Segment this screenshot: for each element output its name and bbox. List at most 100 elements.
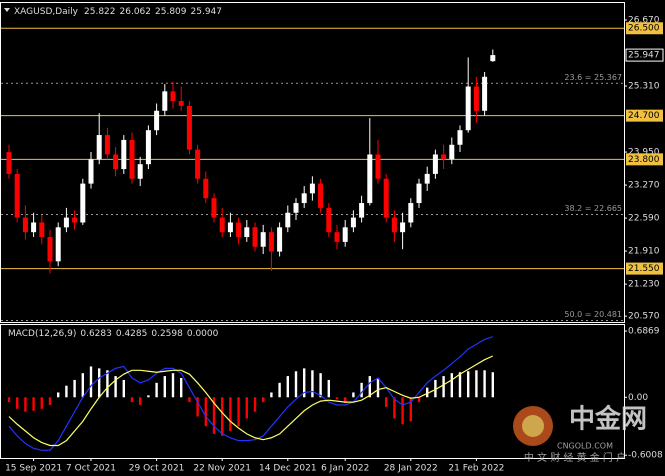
x-tick-label: 21 Feb 2022 xyxy=(448,464,504,474)
candle-body xyxy=(162,91,168,111)
candle-body xyxy=(252,227,258,247)
macd-bar xyxy=(229,397,232,432)
candle-body xyxy=(318,183,324,208)
macd-bar xyxy=(385,397,388,407)
chart-title: XAGUSD,Daily 25.822 26.062 25.809 25.947 xyxy=(14,7,222,17)
level-label: 23.800 xyxy=(628,155,660,165)
y-tick-label: 21.910 xyxy=(628,247,660,257)
level-label: 21.550 xyxy=(628,264,660,274)
candle-body xyxy=(277,227,283,252)
macd-bar xyxy=(434,379,437,398)
candle-body xyxy=(359,203,365,218)
candle-body xyxy=(326,207,332,233)
macd-bar xyxy=(57,392,60,398)
macd-bar xyxy=(163,376,166,398)
candle-body xyxy=(490,55,496,62)
candle-body xyxy=(301,193,307,204)
candle-body xyxy=(129,139,135,179)
candle-body xyxy=(145,130,151,165)
macd-bar xyxy=(393,397,396,419)
macd-name: MACD(12,26,9) xyxy=(8,329,76,339)
macd-bar xyxy=(368,376,371,398)
macd-bar xyxy=(73,379,76,398)
macd-y-tick-label: 0.6869 xyxy=(628,327,660,337)
macd-bar xyxy=(319,373,322,398)
logo-inner xyxy=(522,415,544,437)
macd-bar xyxy=(212,397,216,434)
x-tick-label: 28 Jan 2022 xyxy=(384,464,438,474)
macd-bar xyxy=(221,397,224,436)
candle-body xyxy=(14,173,20,218)
macd-bar xyxy=(344,397,347,404)
candle-body xyxy=(342,227,348,242)
macd-bar xyxy=(335,397,339,400)
candle-body xyxy=(268,232,274,252)
macd-bar xyxy=(237,397,240,427)
macd-bar xyxy=(196,397,199,417)
macd-bar xyxy=(81,373,84,398)
candle-body xyxy=(178,101,184,106)
candle-body xyxy=(55,227,61,262)
watermark-name: 中金网 xyxy=(569,404,647,435)
macd-bar xyxy=(426,387,429,398)
macd-bar xyxy=(171,373,175,398)
macd-bar xyxy=(180,378,183,398)
macd-bar xyxy=(65,385,68,398)
candle-body xyxy=(367,154,373,204)
macd-bar xyxy=(376,378,380,398)
macd-bar xyxy=(40,397,43,409)
macd-bar xyxy=(7,397,11,403)
macd-bar xyxy=(204,397,207,427)
candle-body xyxy=(186,105,192,150)
level-label-box xyxy=(626,153,663,166)
watermark: 中金网 CNGOLD.COM 中 文 财 经 黄 金 门 户 xyxy=(513,404,647,464)
macd-bar xyxy=(253,397,257,412)
macd-bar xyxy=(311,370,314,398)
candle-body xyxy=(154,110,160,131)
watermark-tagline: 中 文 财 经 黄 金 门 户 xyxy=(524,451,626,464)
candle-body xyxy=(391,217,397,233)
candle-body xyxy=(334,232,340,242)
candle-body xyxy=(88,159,94,184)
macd-bar xyxy=(106,370,109,398)
macd-bar xyxy=(24,397,27,412)
candle-body xyxy=(80,183,86,223)
x-tick-label: 7 Oct 2021 xyxy=(66,464,116,474)
y-tick-label: 26.670 xyxy=(628,15,660,25)
high-value: 26.062 xyxy=(120,7,152,17)
macd-signal-value: 0.4285 xyxy=(116,329,148,339)
x-tick-label: 14 Dec 2021 xyxy=(259,464,317,474)
candle-body xyxy=(72,217,78,223)
macd-bar xyxy=(89,366,93,398)
candle-body xyxy=(432,154,438,174)
candle-body xyxy=(104,135,110,155)
candle-body xyxy=(121,139,127,170)
candle-body xyxy=(47,237,53,262)
open-value: 25.822 xyxy=(84,7,116,17)
candle-body xyxy=(408,203,414,223)
macd-bar xyxy=(122,379,125,398)
macd-bar xyxy=(130,397,134,403)
macd-bar xyxy=(245,397,248,419)
macd-bar xyxy=(475,370,478,398)
fib-label: 23.6 = 25.367 xyxy=(564,73,622,82)
macd-bar xyxy=(32,397,35,411)
low-value: 25.809 xyxy=(155,7,187,17)
macd-bar xyxy=(188,397,191,403)
candle-body xyxy=(424,173,430,184)
macd-bar xyxy=(16,397,19,409)
macd-bar xyxy=(467,371,470,398)
candle-body xyxy=(375,154,381,179)
macd-bar xyxy=(401,397,404,425)
main-frame xyxy=(0,2,625,323)
macd-bar xyxy=(48,397,52,405)
watermark-url: CNGOLD.COM xyxy=(557,442,613,451)
level-label-box xyxy=(626,109,663,122)
macd-bar xyxy=(442,376,445,398)
y-tick-label: 22.590 xyxy=(628,214,660,224)
candle-body xyxy=(285,212,291,228)
x-tick-label: 6 Jan 2022 xyxy=(321,464,369,474)
macd-title: MACD(12,26,9) 0.6283 0.4285 0.2598 0.0000 xyxy=(8,329,219,339)
